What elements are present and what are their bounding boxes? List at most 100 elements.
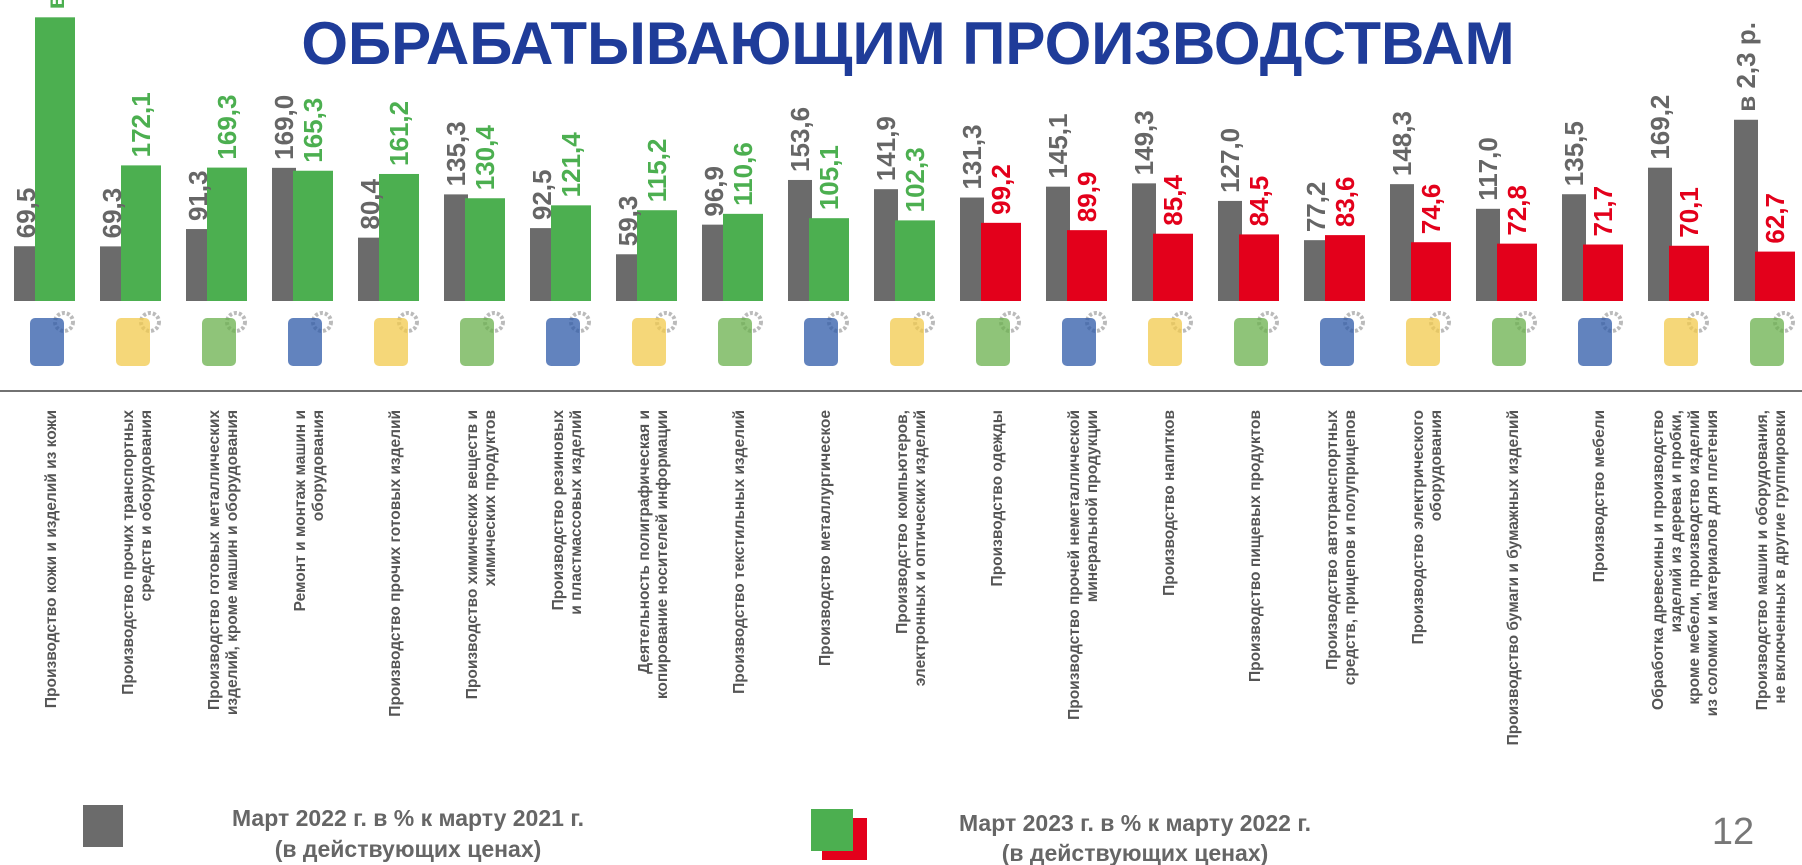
data-label: 85,4 xyxy=(1158,175,1188,226)
bar xyxy=(1755,251,1795,301)
data-label: 84,5 xyxy=(1244,176,1274,227)
icon xyxy=(1234,318,1268,366)
x-tick-label: химических продуктов xyxy=(482,410,499,586)
x-tick-label: кроме мебели, производство изделий xyxy=(1686,410,1703,705)
data-label: в 3,6 р. xyxy=(40,0,70,9)
bar xyxy=(465,198,505,301)
x-tick-label: Производство прочей неметаллической xyxy=(1066,410,1083,720)
icon-gear xyxy=(53,311,75,333)
icon-gear xyxy=(827,311,849,333)
bar xyxy=(874,189,898,301)
icon xyxy=(116,318,150,366)
x-tick-label: Производство прочих готовых изделий xyxy=(387,410,404,717)
bar xyxy=(616,254,640,301)
bar xyxy=(1304,240,1328,301)
data-label: 102,3 xyxy=(900,147,930,212)
legend-label: (в действующих ценах) xyxy=(1002,840,1269,865)
data-label: 165,3 xyxy=(298,98,328,163)
data-label: 172,1 xyxy=(126,92,156,157)
bar xyxy=(960,197,984,301)
legend-label: Март 2023 г. в % к марту 2022 г. xyxy=(959,810,1311,836)
icon xyxy=(1664,318,1698,366)
x-tick-label: Производство металлургическое xyxy=(817,410,834,666)
bar xyxy=(1583,244,1623,301)
data-label: 92,5 xyxy=(527,170,557,221)
bar xyxy=(530,228,554,301)
x-tick-label: Производство прочих транспортных xyxy=(120,410,137,695)
x-tick-label: оборудования xyxy=(1428,410,1445,521)
data-label: 59,3 xyxy=(613,196,643,247)
x-tick-label: электронных и оптических изделий xyxy=(912,410,929,686)
data-label: 96,9 xyxy=(699,166,729,217)
data-label: 89,9 xyxy=(1072,172,1102,223)
x-tick-label: из соломки и материалов для плетения xyxy=(1704,410,1721,716)
icon xyxy=(1406,318,1440,366)
data-label: 127,0 xyxy=(1215,128,1245,193)
bar xyxy=(1411,242,1451,301)
legend-swatch xyxy=(83,805,123,847)
bar xyxy=(444,194,468,301)
bar xyxy=(1132,183,1156,301)
data-label: в 2,3 р. xyxy=(1731,22,1761,112)
data-label: 131,3 xyxy=(957,124,987,189)
x-tick-label: Производство одежды xyxy=(989,410,1006,586)
icon xyxy=(1148,318,1182,366)
bar xyxy=(788,179,812,301)
x-tick-label: не включенных в другие группировки xyxy=(1772,410,1789,704)
icon-gear xyxy=(655,311,677,333)
data-label: 69,5 xyxy=(11,188,41,239)
data-label: 71,7 xyxy=(1588,186,1618,237)
data-label: 161,2 xyxy=(384,101,414,166)
bar xyxy=(186,229,210,301)
icon-gear xyxy=(483,311,505,333)
bar xyxy=(1239,234,1279,301)
bar xyxy=(293,170,333,301)
icon xyxy=(1578,318,1612,366)
data-label: 83,6 xyxy=(1330,177,1360,228)
icon xyxy=(632,318,666,366)
x-tick-label: изделий, кроме машин и оборудования xyxy=(224,410,241,715)
icon xyxy=(288,318,322,366)
bar xyxy=(35,17,75,301)
data-label: 130,4 xyxy=(470,125,500,191)
data-label: 99,2 xyxy=(986,164,1016,215)
bar xyxy=(1669,245,1709,301)
bar xyxy=(1390,184,1414,301)
icon-gear xyxy=(1601,311,1623,333)
bar xyxy=(809,218,849,301)
bar xyxy=(1153,233,1193,301)
icon xyxy=(718,318,752,366)
x-tick-label: Обработка древесины и производство xyxy=(1650,410,1667,710)
bar xyxy=(895,220,935,301)
page-number: 12 xyxy=(1712,811,1754,853)
icon xyxy=(546,318,580,366)
icon-gear xyxy=(225,311,247,333)
icon-gear xyxy=(1257,311,1279,333)
data-label: 91,3 xyxy=(183,170,213,221)
x-tick-label: Производство напитков xyxy=(1161,410,1178,596)
icon-gear xyxy=(569,311,591,333)
x-tick-label: Производство электрического xyxy=(1410,410,1427,644)
icon xyxy=(1062,318,1096,366)
data-label: 148,3 xyxy=(1387,111,1417,176)
x-tick-label: Производство мебели xyxy=(1591,410,1608,582)
x-tick-label: изделий из дерева и пробки, xyxy=(1668,410,1685,633)
data-label: 145,1 xyxy=(1043,114,1073,179)
x-tick-label: Производство автотранспортных xyxy=(1324,410,1341,670)
data-label: 70,1 xyxy=(1674,187,1704,238)
chart-title: ОБРАБАТЫВАЮЩИМ ПРОИЗВОДСТВАМ xyxy=(301,10,1514,77)
icon xyxy=(1320,318,1354,366)
x-tick-label: средств и оборудования xyxy=(138,410,155,601)
bar xyxy=(14,246,38,301)
icon xyxy=(804,318,838,366)
bar xyxy=(637,210,677,301)
data-label: 62,7 xyxy=(1760,193,1790,244)
bar xyxy=(981,222,1021,301)
icon xyxy=(1492,318,1526,366)
data-label: 115,2 xyxy=(642,139,672,203)
x-tick-label: Производство бумаги и бумажных изделий xyxy=(1505,410,1522,745)
bar xyxy=(1046,186,1070,301)
data-label: 135,5 xyxy=(1559,121,1589,186)
bar xyxy=(379,173,419,301)
